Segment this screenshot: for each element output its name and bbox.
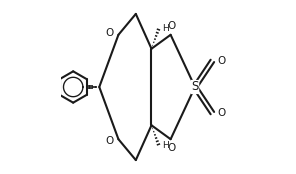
Text: O: O <box>106 28 114 38</box>
Text: O: O <box>218 56 226 66</box>
Text: O: O <box>218 108 226 118</box>
Text: H: H <box>162 24 169 33</box>
Text: O: O <box>168 21 176 31</box>
Text: S: S <box>191 81 199 93</box>
Text: O: O <box>168 143 176 153</box>
Text: O: O <box>106 136 114 146</box>
Text: H: H <box>162 141 169 150</box>
